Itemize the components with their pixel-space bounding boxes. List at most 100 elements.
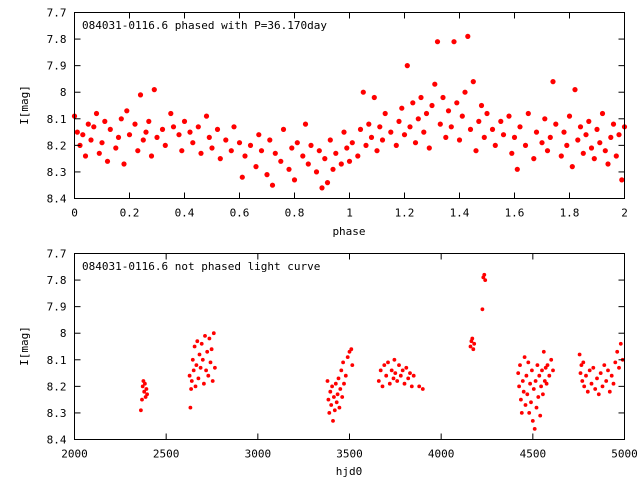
phased-x-tick-label: 1 [346,207,353,220]
phased-data-point [316,148,322,154]
phased-data-point [85,121,91,127]
unphased-data-point [330,384,334,389]
phased-data-point [481,134,487,140]
phased-y-tick-label: 7.8 [47,33,67,46]
unphased-data-point [345,355,350,359]
unphased-data-point [208,360,213,365]
unphased-data-point [144,387,149,391]
phased-data-point [374,148,380,154]
phased-data-point [591,156,597,162]
phased-x-axis-label: phase [332,225,365,238]
unphased-data-point [589,381,594,386]
phased-data-point [456,137,463,143]
phased-data-point [371,94,377,101]
phased-data-point [357,126,364,132]
phased-plot-frame [74,12,625,199]
phased-data-point [525,110,531,117]
phased-data-point [443,134,449,140]
unphased-data-point [541,349,546,354]
phased-data-point [407,124,413,130]
unphased-data-point [400,368,405,373]
unphased-data-point [190,357,195,362]
phased-x-tick-label: 0.2 [120,207,140,220]
phased-data-point [258,148,265,154]
phased-x-tick-label: 1.2 [395,207,415,220]
phased-x-tick-label: 0.8 [285,207,305,220]
phased-data-point [338,161,344,167]
phased-data-point [330,166,336,172]
unphased-data-point [547,373,552,378]
phased-data-point [583,132,589,138]
unphased-data-point [549,357,554,362]
phased-data-point [462,89,468,95]
unphased-x-tick-label: 3500 [336,448,363,461]
phased-data-point [467,126,474,132]
unphased-y-tick-label: 8.4 [47,434,67,447]
phased-data-point [280,126,287,132]
unphased-data-point [534,405,539,410]
unphased-x-tick-label: 4000 [428,448,455,461]
unphased-y-tick-label: 7.7 [47,248,67,261]
unphased-data-point [402,381,407,386]
unphased-data-point [384,373,389,378]
unphased-data-point [585,389,590,394]
unphased-data-point [522,355,527,359]
unphased-data-point [199,341,204,346]
phased-data-point [286,166,292,172]
phased-data-point [432,81,438,87]
unphased-data-point [618,341,623,346]
unphased-data-point [197,352,202,357]
unphased-data-point [472,341,477,346]
unphased-data-point [579,363,584,367]
unphased-data-point [202,381,206,386]
phased-data-point [608,134,614,140]
phased-data-point [264,172,270,178]
phased-x-tick-label: 1.6 [505,207,525,220]
phased-y-tick-label: 8 [60,86,67,99]
phased-y-tick-label: 7.9 [47,60,67,73]
unphased-y-tick-label: 8.2 [47,380,67,393]
unphased-data-point [194,363,199,367]
phased-data-point [605,161,611,167]
unphased-data-point [537,373,542,378]
unphased-data-point [386,360,390,365]
phased-x-tick-label: 0.6 [230,207,250,220]
phased-data-point [478,102,485,109]
unphased-data-point [328,389,333,394]
unphased-x-tick-label: 3000 [245,448,272,461]
phased-data-point [159,126,166,132]
phased-data-point [613,153,619,159]
phased-data-point [553,121,559,127]
phased-data-point [426,145,432,151]
phased-data-point [445,108,452,114]
phased-data-point [415,116,421,122]
unphased-data-point [342,381,346,386]
unphased-data-point [349,347,354,352]
unphased-data-point [142,389,147,394]
unphased-data-point [468,344,473,349]
phased-data-point [393,142,399,148]
unphased-data-point [191,368,196,373]
phased-data-point [308,142,314,148]
unphased-data-point [530,419,535,423]
unphased-data-point [207,336,212,341]
unphased-data-point [611,381,616,386]
unphased-data-point [404,365,409,370]
unphased-data-point [578,371,583,375]
unphased-data-point [332,395,336,399]
phased-data-point [484,110,490,117]
phased-data-point [223,137,229,143]
unphased-data-point [533,379,538,383]
unphased-data-point [335,392,340,397]
phased-data-point [388,129,394,135]
phased-data-point [588,145,595,151]
phased-y-tick-label: 8.1 [47,113,67,126]
phased-data-point [231,124,237,130]
unphased-data-point [206,373,211,378]
phased-data-point [179,148,185,154]
phased-data-point [489,126,496,132]
phased-data-point [96,150,102,156]
unphased-data-point [531,387,536,391]
unphased-data-point [545,363,550,367]
